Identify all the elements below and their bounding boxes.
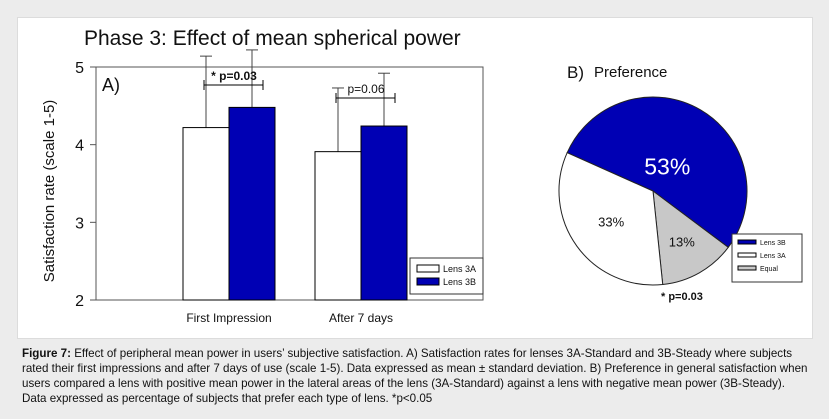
bar: [228, 106, 276, 301]
significance-label: p=0.06: [347, 82, 384, 96]
legend-label-lens-3a-pie: Lens 3A: [760, 253, 786, 260]
legend-b: Lens 3B Lens 3A Equal: [731, 233, 803, 283]
pie-significance: * p=0.03: [661, 291, 703, 303]
bar: [314, 151, 362, 301]
y-axis-label: Satisfaction rate (scale 1-5): [41, 100, 58, 283]
pie-slice-label: 33%: [598, 214, 624, 229]
legend-swatch-lens-3a: [416, 264, 440, 273]
panel-b-label: B): [567, 63, 584, 82]
plot-frame: [95, 66, 484, 301]
bar: [360, 125, 408, 301]
figure-chart: Phase 3: Effect of mean spherical power …: [41, 27, 803, 325]
x-tick-label: First Impression: [186, 311, 271, 325]
figure-caption: Figure 7: Effect of peripheral mean powe…: [22, 346, 812, 406]
legend-a-frame: [409, 257, 484, 295]
caption-label: Figure 7:: [22, 347, 71, 360]
legend-swatch-equal: [737, 265, 757, 271]
figure-panel: Phase 3: Effect of mean spherical power …: [17, 17, 813, 339]
legend-swatch-lens-3b: [416, 277, 440, 286]
legend-label-lens-3b: Lens 3B: [443, 277, 476, 287]
pie-slice-label: 13%: [669, 235, 695, 250]
pie-slice-label: 53%: [644, 154, 690, 180]
pie-slice: [566, 96, 748, 248]
y-tick-label: 3: [75, 215, 84, 232]
y-tick-label: 2: [75, 293, 84, 310]
panel-a-label: A): [102, 75, 120, 95]
significance-label: * p=0.03: [211, 69, 257, 83]
bar: [182, 127, 230, 301]
chart-title: Phase 3: Effect of mean spherical power: [84, 27, 461, 50]
caption-text: Effect of peripheral mean power in users…: [22, 347, 808, 405]
pie-slice: [652, 189, 729, 286]
pie-slice: [558, 152, 664, 286]
legend-a: Lens 3A Lens 3B: [409, 257, 484, 295]
legend-label-lens-3a: Lens 3A: [443, 264, 476, 274]
legend-swatch-lens-3a-pie: [737, 252, 757, 258]
pie-title: Preference: [594, 64, 667, 81]
legend-label-lens-3b-pie: Lens 3B: [760, 240, 786, 247]
legend-label-equal: Equal: [760, 266, 778, 273]
legend-swatch-lens-3b-pie: [737, 239, 757, 245]
x-tick-label: After 7 days: [329, 311, 393, 325]
y-tick-label: 5: [75, 60, 84, 77]
y-tick-label: 4: [75, 138, 84, 155]
